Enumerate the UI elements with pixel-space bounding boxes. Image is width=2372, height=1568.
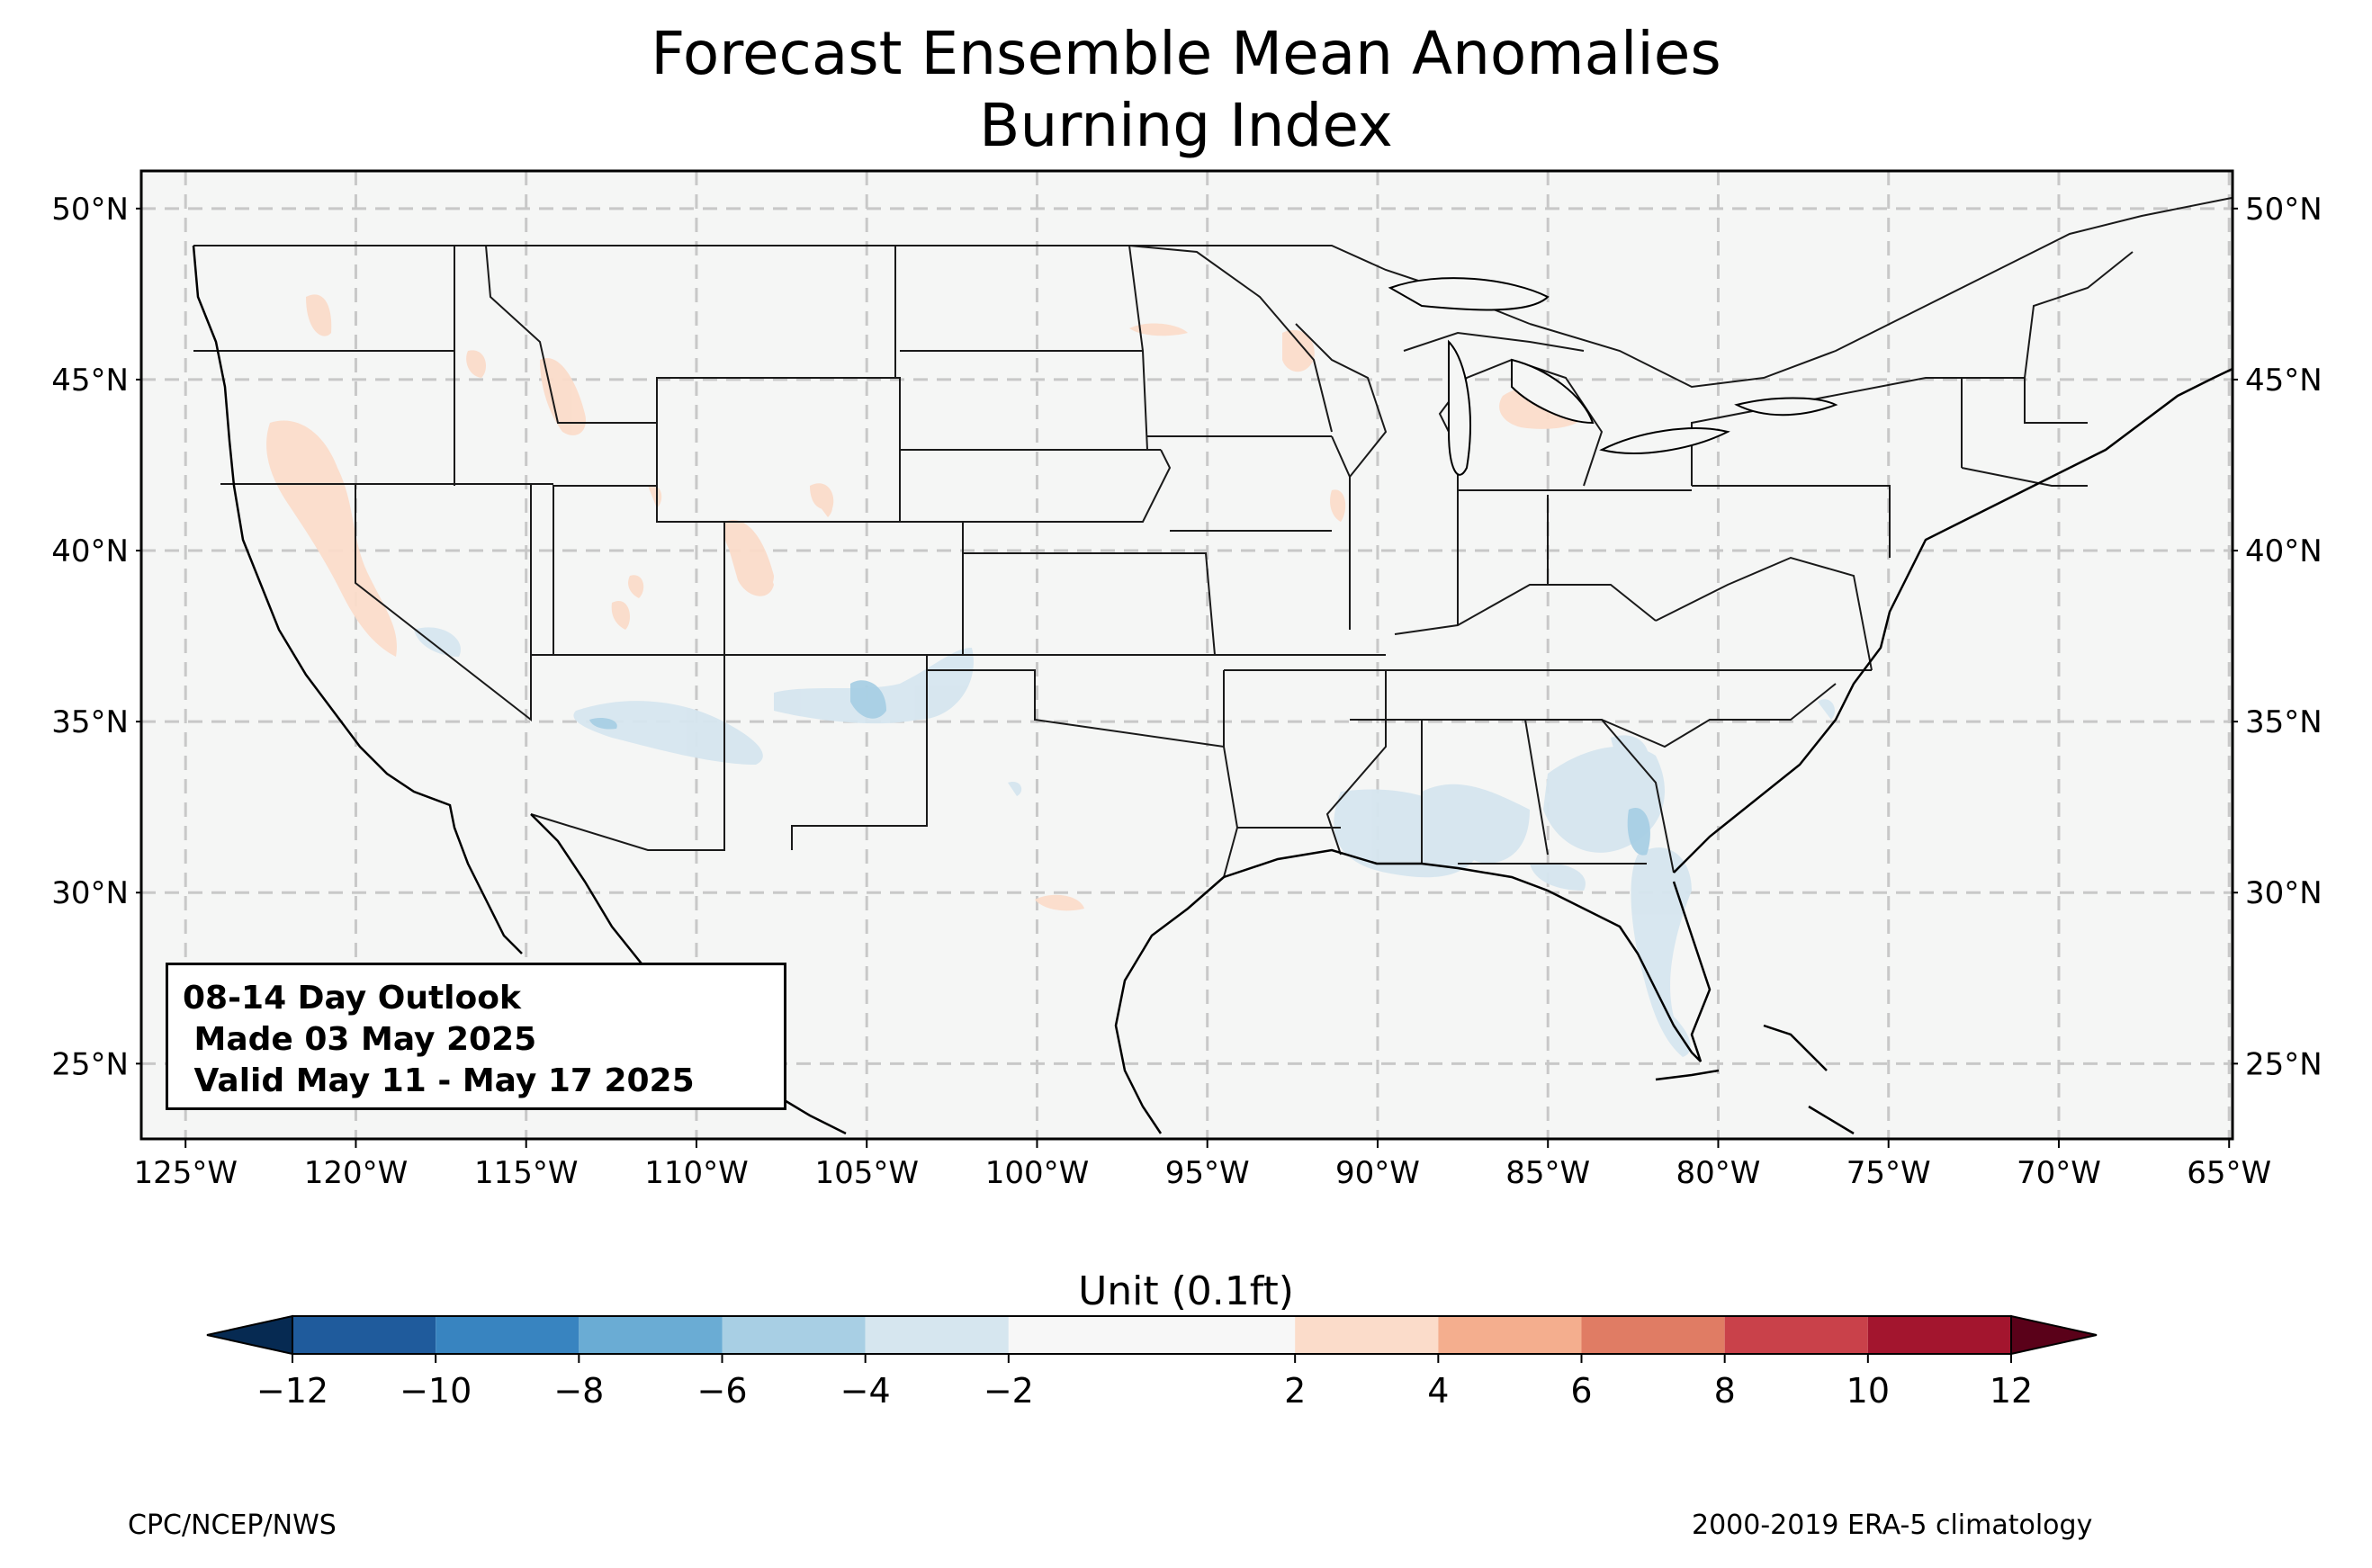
colorbar-bin xyxy=(722,1316,866,1354)
longitude-tick-label: 110°W xyxy=(644,1155,749,1191)
colorbar-bin xyxy=(1438,1316,1582,1354)
great-lakes xyxy=(1388,277,1838,476)
latitude-tick-label-left: 25°N xyxy=(51,1046,129,1082)
latitude-tick-label-right: 50°N xyxy=(2245,192,2323,228)
map-title: Forecast Ensemble Mean Anomalies xyxy=(651,19,1721,88)
colorbar-tick-label: −10 xyxy=(400,1371,472,1411)
colorbar-bin xyxy=(436,1316,580,1354)
colorbar xyxy=(206,1314,2098,1356)
longitude-tick-label: 120°W xyxy=(304,1155,409,1191)
colorbar-bin xyxy=(1295,1316,1439,1354)
colorbar-bin xyxy=(579,1316,723,1354)
colorbar-tick-label: −6 xyxy=(696,1371,747,1411)
colorbar-bin xyxy=(1724,1316,1868,1354)
outlook-made-date: Made 03 May 2025 xyxy=(183,1021,537,1058)
longitude-tick-label: 100°W xyxy=(985,1155,1090,1191)
colorbar-tick-label: 12 xyxy=(1990,1371,2033,1411)
latitude-tick-label-left: 35°N xyxy=(51,704,129,740)
colorbar-bin xyxy=(865,1316,1009,1354)
moderate-negative-anomaly-areas xyxy=(589,680,1650,856)
latitude-tick-label-left: 50°N xyxy=(51,192,129,228)
colorbar-title: Unit (0.1ft) xyxy=(1078,1268,1294,1314)
colorbar-tick-labels: −12 −10 −8 −6 −4 −2 2 4 6 8 10 12 xyxy=(256,1354,2033,1411)
anomaly-shading xyxy=(266,294,1836,1057)
colorbar-outline xyxy=(292,1315,2012,1355)
colorbar-tick-label: −12 xyxy=(256,1371,328,1411)
longitude-tick-label: 85°W xyxy=(1505,1155,1590,1191)
longitude-tick-label: 75°W xyxy=(1846,1155,1931,1191)
map-frame xyxy=(139,169,2234,1141)
latitude-tick-label-right: 25°N xyxy=(2245,1046,2323,1082)
longitude-tick-label: 80°W xyxy=(1676,1155,1761,1191)
longitude-tick-label: 115°W xyxy=(474,1155,579,1191)
longitude-tick-label: 95°W xyxy=(1165,1155,1250,1191)
outlook-period: 08-14 Day Outlook xyxy=(183,980,521,1017)
colorbar-tick-label: −8 xyxy=(553,1371,604,1411)
longitude-tick-label: 70°W xyxy=(2017,1155,2101,1191)
colorbar-tick-label: −4 xyxy=(840,1371,891,1411)
colorbar-bin xyxy=(1581,1316,1725,1354)
latitude-tick-label-left: 30°N xyxy=(51,875,129,911)
latitude-tick-label-right: 45°N xyxy=(2245,363,2323,399)
latitude-tick-label-left: 40°N xyxy=(51,533,129,569)
latitude-tick-label-left: 45°N xyxy=(51,363,129,399)
outlook-valid-dates: Valid May 11 - May 17 2025 xyxy=(183,1062,695,1099)
colorbar-bin xyxy=(1867,1316,2011,1354)
footer-source: CPC/NCEP/NWS xyxy=(128,1510,337,1541)
coastline xyxy=(192,245,2233,1135)
colorbar-tick-label: −2 xyxy=(984,1371,1034,1411)
colorbar-over-arrow xyxy=(2010,1314,2098,1356)
footer-climatology: 2000-2019 ERA-5 climatology xyxy=(1692,1510,2093,1541)
colorbar-bin xyxy=(292,1316,436,1354)
state-boundaries xyxy=(193,197,2233,878)
outlook-info-box: 08-14 Day Outlook Made 03 May 2025 Valid… xyxy=(166,963,786,1110)
latitude-tick-labels-right: 25°N 30°N 35°N 40°N 45°N 50°N xyxy=(2233,192,2323,1082)
longitude-tick-label: 125°W xyxy=(133,1155,238,1191)
longitude-tick-labels: 125°W 120°W 115°W 110°W 105°W 100°W 95°W 90°W 85… xyxy=(133,1139,2271,1191)
latitude-tick-label-right: 30°N xyxy=(2245,875,2323,911)
latitude-tick-label-right: 40°N xyxy=(2245,533,2323,569)
colorbar-bin xyxy=(1008,1316,1296,1354)
map-subtitle: Burning Index xyxy=(979,91,1393,160)
colorbar-tick-label: 4 xyxy=(1427,1371,1449,1411)
longitude-tick-label: 90°W xyxy=(1335,1155,1420,1191)
latitude-tick-label-right: 35°N xyxy=(2245,704,2323,740)
colorbar-tick-label: 10 xyxy=(1846,1371,1890,1411)
colorbar-tick-label: 8 xyxy=(1714,1371,1736,1411)
longitude-tick-label: 105°W xyxy=(814,1155,919,1191)
colorbar-tick-label: 2 xyxy=(1284,1371,1306,1411)
latitude-tick-labels-left: 25°N 30°N 35°N 40°N 45°N 50°N xyxy=(51,192,141,1082)
longitude-tick-label: 65°W xyxy=(2187,1155,2271,1191)
colorbar-under-arrow xyxy=(206,1314,293,1356)
colorbar-tick-label: 6 xyxy=(1570,1371,1592,1411)
